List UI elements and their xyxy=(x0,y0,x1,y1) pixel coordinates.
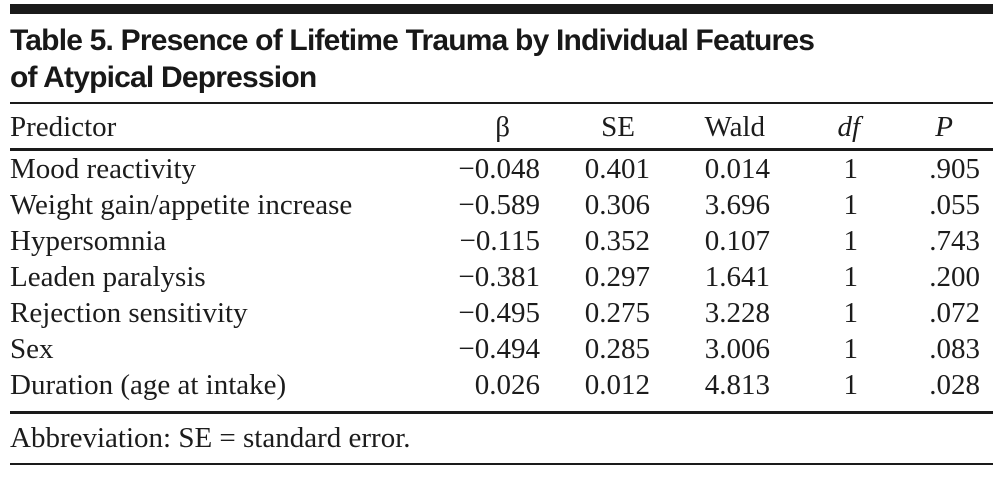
p-cell: .083 xyxy=(929,333,980,365)
predictor-cell: Hypersomnia xyxy=(10,225,167,257)
df-cell: 1 xyxy=(843,369,859,401)
se-cell: 0.285 xyxy=(584,333,650,365)
table-footnote: Abbreviation: SE = standard error. xyxy=(10,422,411,454)
table-title-line-1: Table 5. Presence of Lifetime Trauma by … xyxy=(10,24,815,57)
header-row: Predictor β SE Wald df P xyxy=(10,104,993,151)
df-cell: 1 xyxy=(843,189,859,221)
p-cell: .055 xyxy=(929,189,980,221)
table-title: Table 5. Presence of Lifetime Trauma by … xyxy=(10,22,993,96)
table-row: Rejection sensitivity −0.495 0.275 3.228… xyxy=(10,295,993,331)
table-row: Leaden paralysis −0.381 0.297 1.641 1 .2… xyxy=(10,259,993,295)
se-cell: 0.306 xyxy=(584,189,650,221)
wald-cell: 1.641 xyxy=(704,261,770,293)
beta-cell: −0.589 xyxy=(458,189,540,221)
table-header: Predictor β SE Wald df P xyxy=(10,104,993,151)
predictor-cell: Leaden paralysis xyxy=(10,261,206,293)
column-header-p: P xyxy=(870,104,993,151)
predictor-cell: Sex xyxy=(10,333,54,365)
rule-under-title xyxy=(10,102,993,104)
wald-cell: 3.696 xyxy=(704,189,770,221)
table-row: Weight gain/appetite increase −0.589 0.3… xyxy=(10,187,993,223)
df-cell: 1 xyxy=(843,225,859,257)
predictor-cell: Mood reactivity xyxy=(10,153,197,185)
rule-above-footnote xyxy=(10,411,993,414)
column-header-predictor: Predictor xyxy=(10,104,410,151)
predictor-cell: Duration (age at intake) xyxy=(10,369,287,401)
p-cell: .028 xyxy=(929,369,980,401)
column-header-df: df xyxy=(770,104,870,151)
beta-cell: −0.115 xyxy=(459,225,540,257)
wald-cell: 0.014 xyxy=(704,153,770,185)
p-cell: .905 xyxy=(929,153,980,185)
bottom-rule xyxy=(10,463,993,465)
df-cell: 1 xyxy=(843,333,859,365)
column-header-se: SE xyxy=(540,104,650,151)
p-cell: .072 xyxy=(929,297,980,329)
table-row: Mood reactivity −0.048 0.401 0.014 1 .90… xyxy=(10,150,993,188)
table-body: Mood reactivity −0.048 0.401 0.014 1 .90… xyxy=(10,150,993,404)
beta-cell: −0.381 xyxy=(458,261,540,293)
df-cell: 1 xyxy=(843,261,859,293)
wald-cell: 4.813 xyxy=(704,369,770,401)
se-cell: 0.275 xyxy=(584,297,650,329)
table-row: Sex −0.494 0.285 3.006 1 .083 xyxy=(10,331,993,367)
column-header-wald: Wald xyxy=(650,104,770,151)
beta-cell: −0.495 xyxy=(458,297,540,329)
p-cell: .743 xyxy=(929,225,980,257)
df-cell: 1 xyxy=(843,153,859,185)
beta-cell: −0.048 xyxy=(458,153,540,185)
table-row: Hypersomnia −0.115 0.352 0.107 1 .743 xyxy=(10,223,993,259)
p-cell: .200 xyxy=(929,261,980,293)
table-title-line-2: of Atypical Depression xyxy=(10,61,317,94)
column-header-beta: β xyxy=(410,104,540,151)
se-cell: 0.401 xyxy=(584,153,650,185)
predictor-cell: Rejection sensitivity xyxy=(10,297,248,329)
top-rule-bar xyxy=(10,4,993,14)
se-cell: 0.297 xyxy=(584,261,650,293)
statistics-table: Predictor β SE Wald df P Mood reactivity… xyxy=(10,104,993,403)
wald-cell: 3.228 xyxy=(704,297,770,329)
df-cell: 1 xyxy=(843,297,859,329)
se-cell: 0.352 xyxy=(584,225,650,257)
se-cell: 0.012 xyxy=(584,369,650,401)
wald-cell: 3.006 xyxy=(704,333,770,365)
predictor-cell: Weight gain/appetite increase xyxy=(10,189,353,221)
beta-cell: 0.026 xyxy=(474,369,540,401)
wald-cell: 0.107 xyxy=(704,225,770,257)
beta-cell: −0.494 xyxy=(458,333,540,365)
table-row: Duration (age at intake) 0.026 0.012 4.8… xyxy=(10,367,993,403)
